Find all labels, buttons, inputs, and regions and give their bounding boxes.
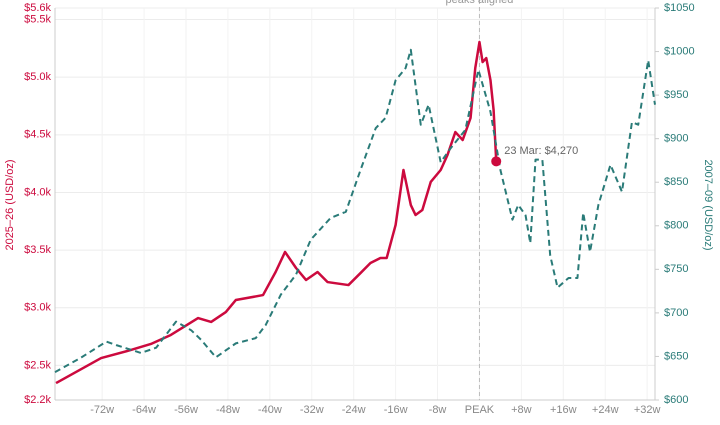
y2-tick-label: $700 xyxy=(664,307,688,319)
y2-axis-title: 2007–09 (USD/oz) xyxy=(702,159,714,250)
x-tick-label: +16w xyxy=(550,404,577,416)
x-tick-label: -64w xyxy=(132,404,156,416)
y-tick-label: $3.5k xyxy=(24,244,51,256)
x-tick-label: -16w xyxy=(384,404,408,416)
x-tick-label: -8w xyxy=(429,404,447,416)
annotation: peaks aligned xyxy=(446,0,514,6)
x-tick-label: -32w xyxy=(300,404,324,416)
y2-tick-label: $850 xyxy=(664,176,688,188)
y-tick-label: $5.5k xyxy=(24,13,51,25)
y2-tick-label: $750 xyxy=(664,263,688,275)
x-tick-label: PEAK xyxy=(465,404,495,416)
y2-tick-label: $600 xyxy=(664,394,688,406)
series-line xyxy=(54,48,656,373)
y2-tick-label: $1000 xyxy=(664,45,695,57)
x-tick-label: -72w xyxy=(90,404,114,416)
y-tick-label: $3.0k xyxy=(24,302,51,314)
y-tick-label: $5.6k xyxy=(24,2,51,14)
y2-tick-label: $1050 xyxy=(664,2,695,14)
x-tick-label: -24w xyxy=(342,404,366,416)
x-tick-label: -56w xyxy=(174,404,198,416)
y2-tick-label: $800 xyxy=(664,220,688,232)
y-axis-title: 2025–26 (USD/oz) xyxy=(4,159,16,250)
x-tick-label: -48w xyxy=(216,404,240,416)
y2-tick-label: $900 xyxy=(664,133,688,145)
annotation: 23 Mar: $4,270 xyxy=(504,145,578,157)
y-tick-label: $2.2k xyxy=(24,394,51,406)
x-tick-label: +8w xyxy=(511,404,532,416)
y-tick-label: $5.0k xyxy=(24,71,51,83)
y2-tick-label: $950 xyxy=(664,89,688,101)
series-line xyxy=(55,40,498,385)
x-tick-label: +24w xyxy=(592,404,619,416)
annotation-point xyxy=(491,156,502,167)
y-tick-label: $2.5k xyxy=(24,359,51,371)
y-tick-label: $4.0k xyxy=(24,186,51,198)
x-tick-label: -40w xyxy=(258,404,282,416)
y-tick-label: $4.5k xyxy=(24,129,51,141)
y2-tick-label: $650 xyxy=(664,350,688,362)
x-tick-label: +32w xyxy=(634,404,661,416)
